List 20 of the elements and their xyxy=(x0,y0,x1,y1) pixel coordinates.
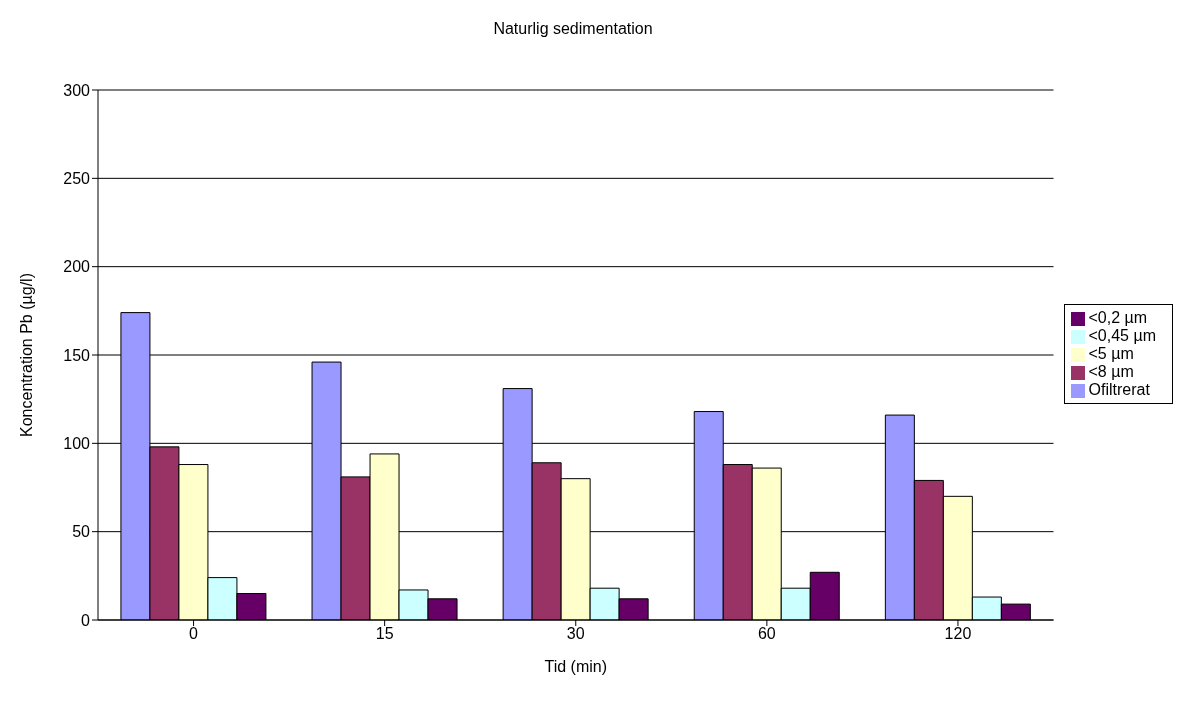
x-tick-label: 120 xyxy=(944,625,972,643)
chart-title: Naturlig sedimentation xyxy=(492,20,654,38)
y-tick-label: 0 xyxy=(81,611,91,629)
legend-label: <8 µm xyxy=(1088,363,1134,380)
y-tick-label: 250 xyxy=(63,170,91,188)
y-tick-label: 100 xyxy=(63,435,91,453)
legend-label: <0,45 µm xyxy=(1088,327,1156,344)
x-tick-label: 0 xyxy=(189,625,199,643)
legend-label: <5 µm xyxy=(1088,345,1134,362)
y-tick-label: 50 xyxy=(72,523,91,541)
legend-label: <0,2 µm xyxy=(1088,309,1148,326)
x-axis-title: Tid (min) xyxy=(544,658,608,675)
legend-label: Ofiltrerat xyxy=(1088,381,1150,398)
x-tick-label: 60 xyxy=(757,625,776,643)
x-tick-label: 30 xyxy=(566,625,585,643)
y-tick-label: 300 xyxy=(63,81,91,99)
y-tick-label: 150 xyxy=(63,346,91,364)
y-tick-label: 200 xyxy=(63,258,91,276)
x-tick-label: 15 xyxy=(375,625,394,643)
y-axis-title: Koncentration Pb (µg/l) xyxy=(17,273,35,437)
